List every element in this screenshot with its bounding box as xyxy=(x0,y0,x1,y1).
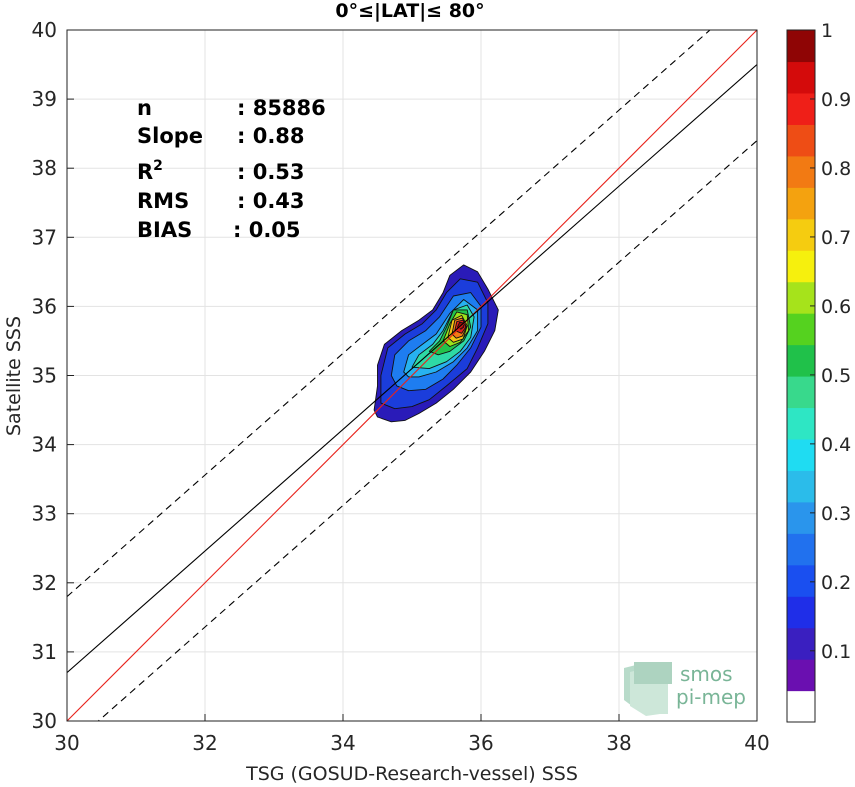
x-tick-label: 32 xyxy=(192,731,217,755)
stat-value: : 0.88 xyxy=(237,124,305,148)
colorbar-swatch xyxy=(787,376,815,409)
upper-bound-line xyxy=(67,30,711,598)
smos-pi-mep-logo: smos pi-mep xyxy=(624,662,746,716)
x-axis-label: TSG (GOSUD-Research-vessel) SSS xyxy=(245,763,578,785)
y-axis: 30 31 32 33 34 35 36 37 38 39 40 xyxy=(32,18,74,733)
colorbar-swatch xyxy=(787,596,815,629)
colorbar-tick-label: 0.8 xyxy=(821,158,851,180)
y-tick-label: 32 xyxy=(32,571,57,595)
y-tick-label: 31 xyxy=(32,640,57,664)
colorbar-swatch xyxy=(787,281,815,314)
stat-label: R2 xyxy=(137,158,163,184)
x-axis: 30 32 34 36 38 40 xyxy=(54,714,770,755)
stat-value: : 0.05 xyxy=(233,218,301,242)
logo-text-smos: smos xyxy=(680,662,733,686)
y-tick-label: 30 xyxy=(32,709,57,733)
lower-bound-line xyxy=(97,140,757,721)
colorbar-tick-label: 0.2 xyxy=(821,572,851,594)
colorbar-swatch xyxy=(787,218,815,251)
colorbar-swatch xyxy=(787,92,815,125)
stats-box: n : 85886 Slope : 0.88 R2 : 0.53 RMS : 0.43 BIAS… xyxy=(137,96,326,242)
colorbar-tick-label: 0.6 xyxy=(821,296,851,318)
colorbar-swatch xyxy=(787,564,815,597)
x-tick-label: 34 xyxy=(330,731,355,755)
colorbar-swatch xyxy=(787,124,815,157)
colorbar-swatch xyxy=(787,659,815,692)
colorbar-swatch xyxy=(787,313,815,346)
colorbar-tick-label: 0.9 xyxy=(821,89,851,111)
colorbar-swatch xyxy=(787,61,815,94)
x-tick-label: 40 xyxy=(744,731,769,755)
colorbar-tick-label: 0.5 xyxy=(821,365,851,387)
x-tick-label: 36 xyxy=(468,731,493,755)
colorbar-swatch xyxy=(787,407,815,440)
fit-lines xyxy=(67,30,757,721)
colorbar-swatch xyxy=(787,690,815,723)
stat-value: : 85886 xyxy=(237,96,326,120)
colorbar-swatch xyxy=(787,250,815,283)
stat-label: RMS xyxy=(137,189,189,213)
regression-line xyxy=(67,64,757,674)
colorbar-swatch xyxy=(787,533,815,566)
colorbar-swatch xyxy=(787,501,815,534)
stat-value: : 0.43 xyxy=(237,189,305,213)
y-axis-label: Satellite SSS xyxy=(3,316,25,436)
chart-title: 0°≤|LAT|≤ 80° xyxy=(335,0,484,22)
y-tick-label: 35 xyxy=(32,364,57,388)
colorbar-swatch xyxy=(787,344,815,377)
colorbar-tick-label: 1 xyxy=(821,20,833,42)
colorbar-swatch xyxy=(787,470,815,503)
colorbar-swatch xyxy=(787,627,815,660)
stat-label: BIAS xyxy=(137,218,192,242)
one-to-one-line xyxy=(67,30,757,721)
colorbar: 0.1 0.2 0.3 0.4 0.5 0.6 0.7 0.8 0.9 1 xyxy=(786,20,851,723)
x-tick-label: 30 xyxy=(54,731,79,755)
colorbar-tick-label: 0.7 xyxy=(821,227,851,249)
stat-label: n xyxy=(137,96,152,120)
y-tick-label: 36 xyxy=(32,294,57,318)
stat-value: : 0.53 xyxy=(237,160,305,184)
colorbar-tick-label: 0.3 xyxy=(821,503,851,525)
y-tick-label: 38 xyxy=(32,156,57,180)
colorbar-swatch xyxy=(787,187,815,220)
colorbar-swatch xyxy=(787,155,815,188)
colorbar-swatch xyxy=(787,30,815,63)
stat-label: Slope xyxy=(137,124,203,148)
x-tick-label: 38 xyxy=(606,731,631,755)
logo-text-pi-mep: pi-mep xyxy=(676,685,746,709)
y-tick-label: 37 xyxy=(32,225,57,249)
colorbar-frame xyxy=(786,29,816,723)
density-contours xyxy=(373,264,499,423)
y-tick-label: 34 xyxy=(32,433,57,457)
y-tick-label: 33 xyxy=(32,502,57,526)
y-tick-label: 39 xyxy=(32,87,57,111)
y-tick-label: 40 xyxy=(32,18,57,42)
colorbar-tick-label: 0.1 xyxy=(821,641,851,663)
colorbar-tick-label: 0.4 xyxy=(821,434,851,456)
